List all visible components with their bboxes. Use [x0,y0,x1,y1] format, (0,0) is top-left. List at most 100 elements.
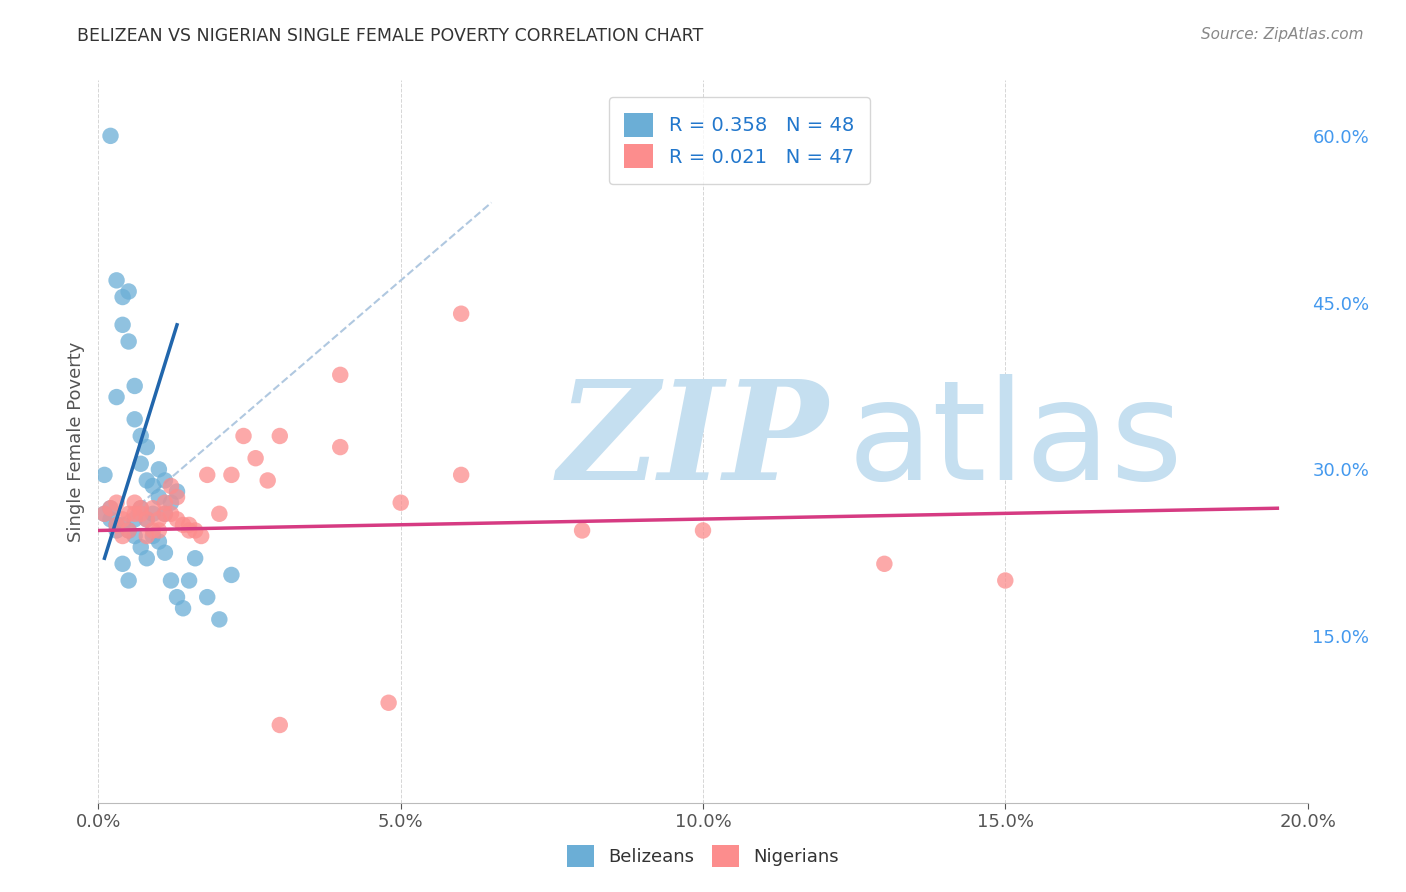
Point [93,467,115,482]
Point [124,529,146,543]
Point [269,718,291,732]
Point [195,467,218,482]
Point [195,590,218,604]
Point [124,512,146,526]
Point [135,512,157,526]
Point [172,601,194,615]
Point [692,524,714,538]
Point [160,479,183,493]
Point [256,474,278,488]
Point [124,379,146,393]
Point [166,490,188,504]
Point [571,524,593,538]
Point [160,574,183,588]
Text: Source: ZipAtlas.com: Source: ZipAtlas.com [1201,27,1364,42]
Point [105,390,128,404]
Point [105,517,128,532]
Point [129,501,152,516]
Point [179,524,201,538]
Point [208,612,231,626]
Point [153,507,176,521]
Point [111,557,134,571]
Point [124,496,146,510]
Point [148,462,170,476]
Point [142,529,165,543]
Point [153,474,176,488]
Point [105,496,128,510]
Point [160,496,183,510]
Point [105,517,128,532]
Point [389,496,412,510]
Point [100,501,122,516]
Point [93,507,115,521]
Point [184,551,207,566]
Point [111,512,134,526]
Point [994,574,1017,588]
Point [124,507,146,521]
Point [100,512,122,526]
Point [269,429,291,443]
Text: ZIP: ZIP [558,375,828,508]
Point [166,512,188,526]
Point [450,307,472,321]
Point [153,507,176,521]
Point [135,512,157,526]
Y-axis label: Single Female Poverty: Single Female Poverty [66,342,84,541]
Point [329,368,352,382]
Point [111,290,134,304]
Text: BELIZEAN VS NIGERIAN SINGLE FEMALE POVERTY CORRELATION CHART: BELIZEAN VS NIGERIAN SINGLE FEMALE POVER… [77,27,703,45]
Point [129,457,152,471]
Point [221,467,243,482]
Point [142,524,165,538]
Point [873,557,896,571]
Point [148,490,170,504]
Point [232,429,254,443]
Point [135,551,157,566]
Point [118,285,141,299]
Point [111,529,134,543]
Legend: Belizeans, Nigerians: Belizeans, Nigerians [560,838,846,874]
Point [135,440,157,454]
Point [377,696,399,710]
Point [184,524,207,538]
Point [111,318,134,332]
Point [129,540,152,554]
Point [221,568,243,582]
Point [190,529,212,543]
Point [166,590,188,604]
Point [129,507,152,521]
Point [105,273,128,287]
Point [179,517,201,532]
Point [172,517,194,532]
Point [148,524,170,538]
Point [153,496,176,510]
Point [100,501,122,516]
Point [118,507,141,521]
Point [135,529,157,543]
Point [208,507,231,521]
Text: atlas: atlas [848,374,1184,509]
Point [105,524,128,538]
Point [93,507,115,521]
Point [118,334,141,349]
Point [142,501,165,516]
Point [129,429,152,443]
Point [135,474,157,488]
Point [245,451,267,466]
Point [329,440,352,454]
Point [118,524,141,538]
Point [129,501,152,516]
Point [148,512,170,526]
Point [166,484,188,499]
Point [118,574,141,588]
Legend: R = 0.358   N = 48, R = 0.021   N = 47: R = 0.358 N = 48, R = 0.021 N = 47 [609,97,870,184]
Point [153,546,176,560]
Point [100,128,122,143]
Point [118,524,141,538]
Point [142,479,165,493]
Point [111,517,134,532]
Point [160,507,183,521]
Point [148,534,170,549]
Point [179,574,201,588]
Point [450,467,472,482]
